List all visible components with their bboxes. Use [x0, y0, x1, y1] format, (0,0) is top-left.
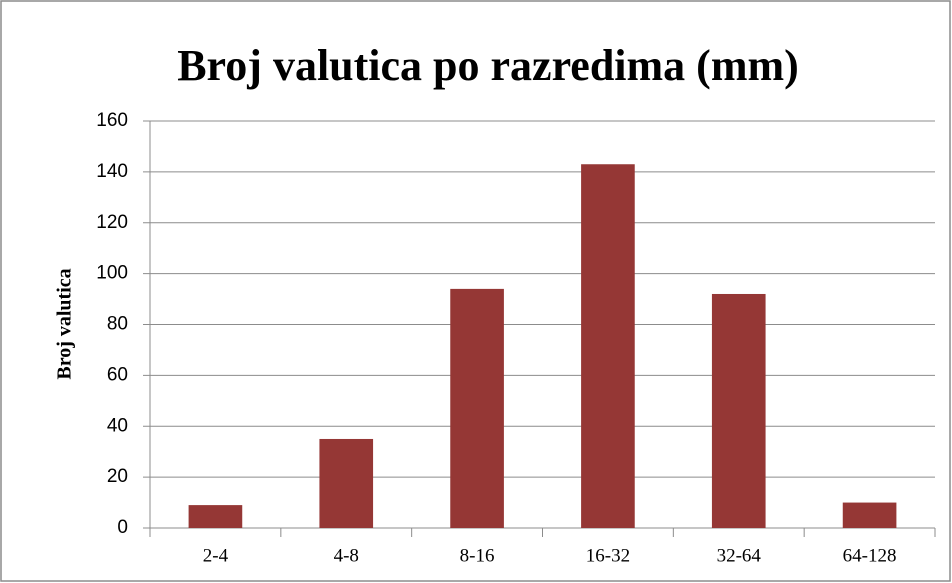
- y-tick-label: 40: [107, 415, 128, 436]
- y-tick-label: 60: [107, 364, 128, 385]
- y-tick-label: 120: [96, 212, 128, 233]
- y-tick-label: 0: [117, 517, 128, 538]
- bar: [319, 438, 374, 528]
- y-tick-label: 80: [107, 314, 128, 335]
- y-tick-label: 160: [96, 110, 128, 131]
- y-axis-label: Broj valutica: [54, 268, 76, 379]
- x-tick-label: 16-32: [586, 545, 630, 566]
- x-tick-label: 4-8: [334, 545, 359, 566]
- bar: [581, 164, 635, 528]
- bar: [188, 505, 243, 528]
- y-tick-label: 20: [107, 466, 128, 487]
- y-tick-label: 140: [96, 161, 128, 182]
- bar: [711, 293, 766, 528]
- chart-title: Broj valutica po razredima (mm): [177, 41, 799, 90]
- x-tick-label: 2-4: [203, 545, 229, 566]
- x-tick-label: 8-16: [460, 545, 495, 566]
- x-tick-label: 64-128: [843, 545, 897, 566]
- bar: [842, 502, 897, 528]
- bar: [450, 288, 504, 528]
- x-tick-label: 32-64: [717, 545, 762, 566]
- y-tick-label: 100: [96, 263, 128, 284]
